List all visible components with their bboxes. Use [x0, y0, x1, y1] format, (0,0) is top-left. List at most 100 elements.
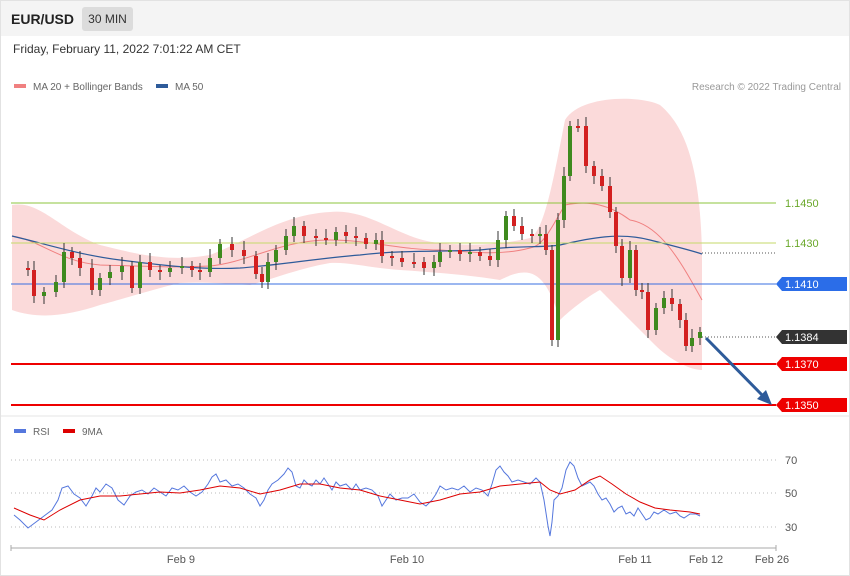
- candle-body: [422, 262, 426, 268]
- research-credit: Research © 2022 Trading Central: [692, 82, 841, 93]
- timestamp: Friday, February 11, 2022 7:01:22 AM CET: [13, 42, 241, 56]
- candle-body: [98, 278, 102, 290]
- candle-body: [292, 226, 296, 236]
- level-label-1410: 1.1410: [785, 279, 819, 291]
- candle-body: [130, 266, 134, 288]
- candle-body: [654, 308, 658, 330]
- candle-body: [32, 270, 36, 296]
- symbol-label: EUR/USD: [11, 11, 75, 27]
- candle-body: [158, 270, 162, 272]
- candle-body: [254, 256, 258, 274]
- candle-body: [148, 262, 152, 270]
- candle-body: [400, 258, 404, 262]
- forecast-arrow-head: [757, 390, 772, 405]
- candle-body: [412, 262, 416, 264]
- timeframe-button[interactable]: 30 MIN: [82, 7, 133, 31]
- ma50-legend-swatch: [156, 84, 168, 88]
- rsi-level-30: 30: [785, 522, 797, 534]
- level-label-1350: 1.1350: [785, 400, 819, 412]
- candle-body: [324, 238, 328, 240]
- candle-body: [592, 166, 596, 176]
- candle-body: [448, 250, 452, 252]
- candle-body: [78, 258, 82, 268]
- level-label-1430: 1.1430: [785, 238, 819, 250]
- candle-body: [538, 234, 542, 236]
- rsi-level-50: 50: [785, 488, 797, 500]
- level-label-1370: 1.1370: [785, 359, 819, 371]
- candle-body: [354, 236, 358, 238]
- candle-body: [364, 238, 368, 244]
- rsi-line: [13, 461, 701, 537]
- candle-body: [488, 256, 492, 260]
- symbol-header: EUR/USD 30 MIN: [0, 0, 850, 36]
- candle-body: [432, 262, 436, 268]
- candle-body: [520, 226, 524, 234]
- candle-body: [670, 298, 674, 304]
- candle-body: [640, 290, 644, 292]
- candle-body: [344, 232, 348, 236]
- badge-1410: [776, 277, 847, 291]
- rsi-ma-line: [13, 475, 701, 521]
- candle-body: [550, 250, 554, 340]
- candle-body: [512, 216, 516, 226]
- candle-body: [608, 186, 612, 212]
- badge-1384: [776, 330, 847, 344]
- rsi-ma-legend-label: 9MA: [82, 427, 103, 438]
- ma20-line: [11, 202, 703, 301]
- candle-body: [218, 244, 222, 258]
- candle-body: [90, 268, 94, 290]
- candle-body: [698, 332, 702, 338]
- candle-body: [242, 250, 246, 256]
- candle-body: [620, 246, 624, 278]
- x-label-feb9: Feb 9: [167, 554, 195, 566]
- badge-1350: [776, 398, 847, 412]
- candles: [26, 117, 702, 352]
- rsi-legend-swatch: [14, 429, 26, 433]
- candle-body: [684, 320, 688, 346]
- x-label-feb26: Feb 26: [755, 554, 789, 566]
- rsi-legend-label: RSI: [33, 427, 50, 438]
- candle-body: [468, 252, 472, 254]
- candle-body: [556, 220, 560, 340]
- candle-body: [438, 252, 442, 262]
- candle-body: [380, 240, 384, 256]
- rsi-level-70: 70: [785, 455, 797, 467]
- candle-body: [168, 268, 172, 272]
- candle-body: [302, 226, 306, 236]
- candle-body: [662, 298, 666, 308]
- candle-body: [584, 126, 588, 166]
- candle-body: [646, 292, 650, 330]
- candle-body: [208, 258, 212, 272]
- candle-body: [334, 232, 338, 240]
- candle-body: [544, 234, 548, 250]
- candle-body: [600, 176, 604, 186]
- candle-body: [180, 266, 184, 268]
- candle-body: [274, 250, 278, 262]
- candle-body: [496, 240, 500, 260]
- candle-body: [458, 250, 462, 254]
- candle-body: [120, 266, 124, 272]
- candle-body: [314, 236, 318, 238]
- candle-body: [628, 250, 632, 278]
- candle-body: [374, 240, 378, 244]
- candle-body: [54, 282, 58, 292]
- x-label-feb10: Feb 10: [390, 554, 424, 566]
- candle-body: [530, 234, 534, 236]
- candle-body: [504, 216, 508, 240]
- forecast-arrow-line: [704, 336, 766, 399]
- candle-body: [690, 338, 694, 346]
- candle-body: [266, 262, 270, 282]
- candle-body: [138, 262, 142, 288]
- candle-body: [390, 256, 394, 258]
- badge-1370: [776, 357, 847, 371]
- rsi-ma-legend-swatch: [63, 429, 75, 433]
- candle-body: [284, 236, 288, 250]
- candle-body: [108, 272, 112, 278]
- ma50-legend-label: MA 50: [175, 82, 204, 93]
- candle-body: [634, 250, 638, 290]
- candle-body: [614, 212, 618, 246]
- candle-body: [260, 274, 264, 282]
- x-label-feb11: Feb 11: [618, 554, 651, 566]
- candle-body: [70, 252, 74, 258]
